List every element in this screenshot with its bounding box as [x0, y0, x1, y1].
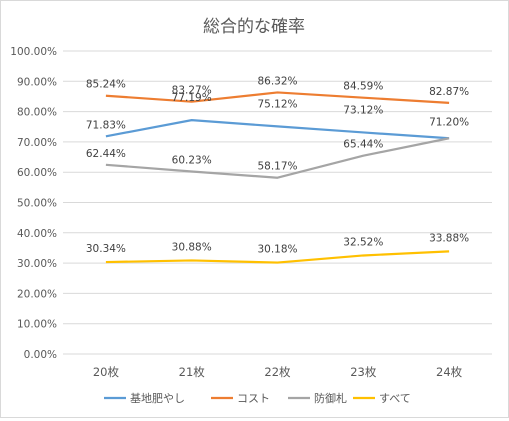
y-axis: 0.00% 10.00% 20.00% 30.00% 40.00% 50.00% 60.00…	[10, 46, 57, 361]
legend-label: 防御札	[314, 391, 347, 405]
data-label: 33.88%	[429, 232, 469, 244]
x-tick-label: 23枚	[350, 365, 377, 379]
y-tick-label: 100.00%	[10, 46, 57, 58]
data-label: 84.59%	[343, 81, 383, 93]
gridlines	[63, 50, 492, 355]
data-label: 71.83%	[86, 119, 126, 131]
y-tick-label: 90.00%	[17, 76, 57, 88]
data-label: 77.19%	[172, 92, 212, 104]
chart-title: 総合的な確率	[203, 17, 305, 37]
y-tick-label: 70.00%	[17, 137, 57, 149]
data-label: 73.12%	[343, 104, 383, 116]
data-label: 85.24%	[86, 79, 126, 91]
data-label: 82.87%	[429, 86, 469, 98]
data-label: 58.17%	[257, 161, 297, 173]
y-tick-label: 40.00%	[17, 228, 57, 240]
x-tick-label: 21枚	[179, 365, 206, 379]
legend: 基地肥やし コスト 防御札 すべて	[104, 391, 411, 405]
series-line	[105, 119, 450, 140]
data-label: 83.27%	[172, 85, 212, 97]
x-axis: 20枚 21枚 22枚 23枚 24枚	[93, 365, 463, 379]
data-label: 30.34%	[86, 243, 126, 255]
data-label: 62.44%	[86, 148, 126, 160]
data-label: 75.12%	[257, 98, 297, 110]
legend-label: 基地肥やし	[130, 392, 185, 405]
x-tick-label: 22枚	[264, 365, 291, 379]
y-tick-label: 80.00%	[17, 107, 57, 119]
x-tick-label: 24枚	[436, 365, 463, 379]
y-tick-label: 0.00%	[24, 349, 57, 361]
data-label: 30.18%	[257, 244, 297, 256]
y-tick-label: 10.00%	[17, 319, 57, 331]
legend-label: コスト	[237, 392, 270, 405]
data-label: 60.23%	[172, 155, 212, 167]
data-label: 86.32%	[257, 75, 297, 87]
series-line	[105, 250, 450, 264]
data-label: 32.52%	[343, 236, 383, 248]
y-tick-label: 20.00%	[17, 288, 57, 300]
data-label: 30.88%	[172, 241, 212, 253]
x-tick-label: 20枚	[93, 365, 120, 379]
data-labels: 71.83% 77.19% 75.12% 73.12% 71.20% 85.24% 83.2…	[86, 75, 469, 255]
series-line	[105, 91, 450, 105]
series-line	[105, 137, 450, 179]
legend-label: すべて	[379, 392, 411, 405]
data-label: 71.20%	[429, 116, 469, 128]
series-lines	[105, 91, 450, 264]
y-tick-label: 30.00%	[17, 258, 57, 270]
y-tick-label: 50.00%	[17, 198, 57, 210]
data-label: 65.44%	[343, 139, 383, 151]
y-tick-label: 60.00%	[17, 167, 57, 179]
